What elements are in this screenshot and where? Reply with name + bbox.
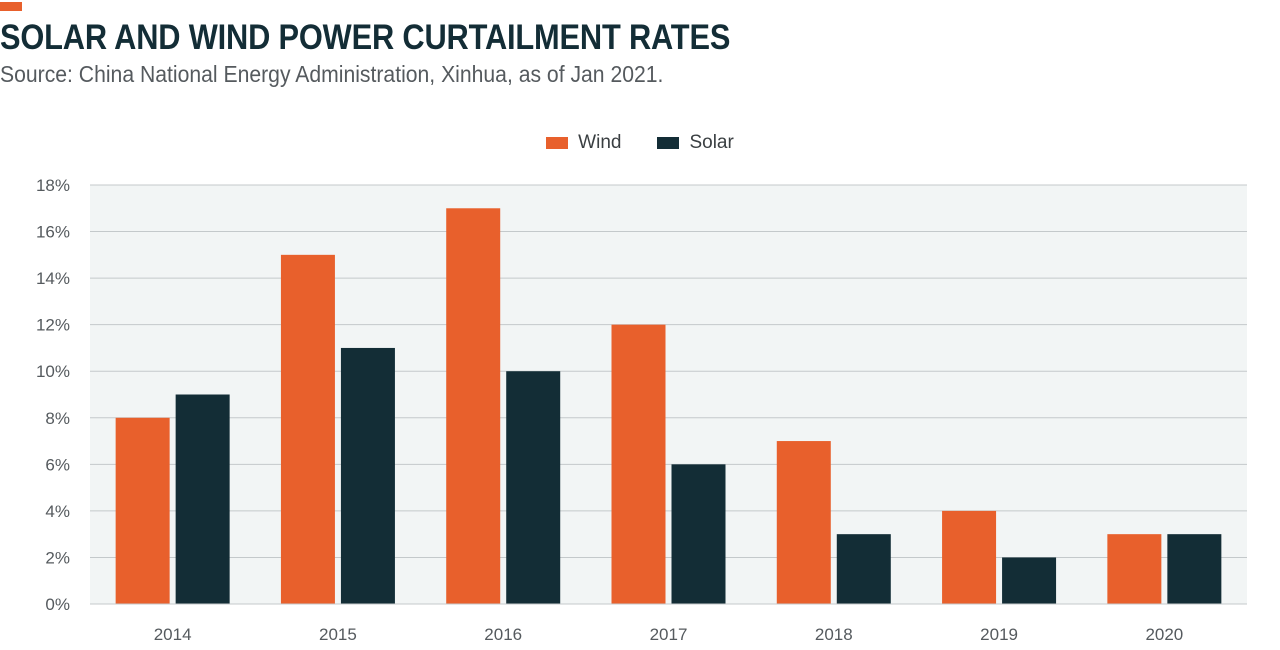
x-tick-label-2014: 2014: [154, 625, 192, 644]
bar-wind-2014: [115, 417, 170, 604]
legend-swatch-solar: [657, 137, 680, 149]
bar-solar-2018: [836, 534, 891, 604]
x-tick-label-2017: 2017: [650, 625, 688, 644]
x-tick-label-2020: 2020: [1145, 625, 1183, 644]
bar-wind-2018: [776, 441, 831, 604]
bar-solar-2016: [506, 371, 561, 604]
bar-wind-2019: [942, 510, 997, 604]
bar-solar-2017: [671, 464, 726, 604]
x-tick-label-2018: 2018: [815, 625, 853, 644]
chart-subtitle: Source: China National Energy Administra…: [0, 61, 664, 87]
x-tick-label-2019: 2019: [980, 625, 1018, 644]
legend-label-wind: Wind: [578, 132, 622, 153]
y-tick-label-6: 6%: [45, 455, 70, 474]
y-tick-label-10: 10%: [36, 362, 70, 381]
chart-title: SOLAR AND WIND POWER CURTAILMENT RATES: [0, 18, 731, 57]
legend-item-solar: Solar: [657, 132, 734, 154]
x-tick-label-2016: 2016: [484, 625, 522, 644]
legend-label-solar: Solar: [689, 132, 734, 153]
y-tick-label-4: 4%: [45, 502, 70, 521]
bar-wind-2015: [280, 254, 335, 605]
y-tick-label-18: 18%: [36, 176, 70, 195]
x-tick-label-2015: 2015: [319, 625, 357, 644]
bar-wind-2016: [446, 208, 501, 604]
y-tick-label-0: 0%: [45, 595, 70, 614]
bar-solar-2015: [340, 347, 395, 604]
bar-solar-2014: [175, 394, 230, 604]
y-tick-label-14: 14%: [36, 269, 70, 288]
bar-solar-2019: [1002, 557, 1057, 604]
bar-wind-2017: [611, 324, 666, 604]
y-tick-label-12: 12%: [36, 316, 70, 335]
bar-solar-2020: [1167, 534, 1222, 604]
y-tick-label-8: 8%: [45, 409, 70, 428]
legend-item-wind: Wind: [546, 132, 621, 154]
plot-background: [90, 185, 1247, 604]
legend-swatch-wind: [546, 137, 569, 149]
legend: Wind Solar: [0, 130, 1280, 156]
accent-bar: [0, 2, 22, 11]
bar-wind-2020: [1107, 534, 1162, 604]
y-tick-label-16: 16%: [36, 223, 70, 242]
y-tick-label-2: 2%: [45, 548, 70, 567]
